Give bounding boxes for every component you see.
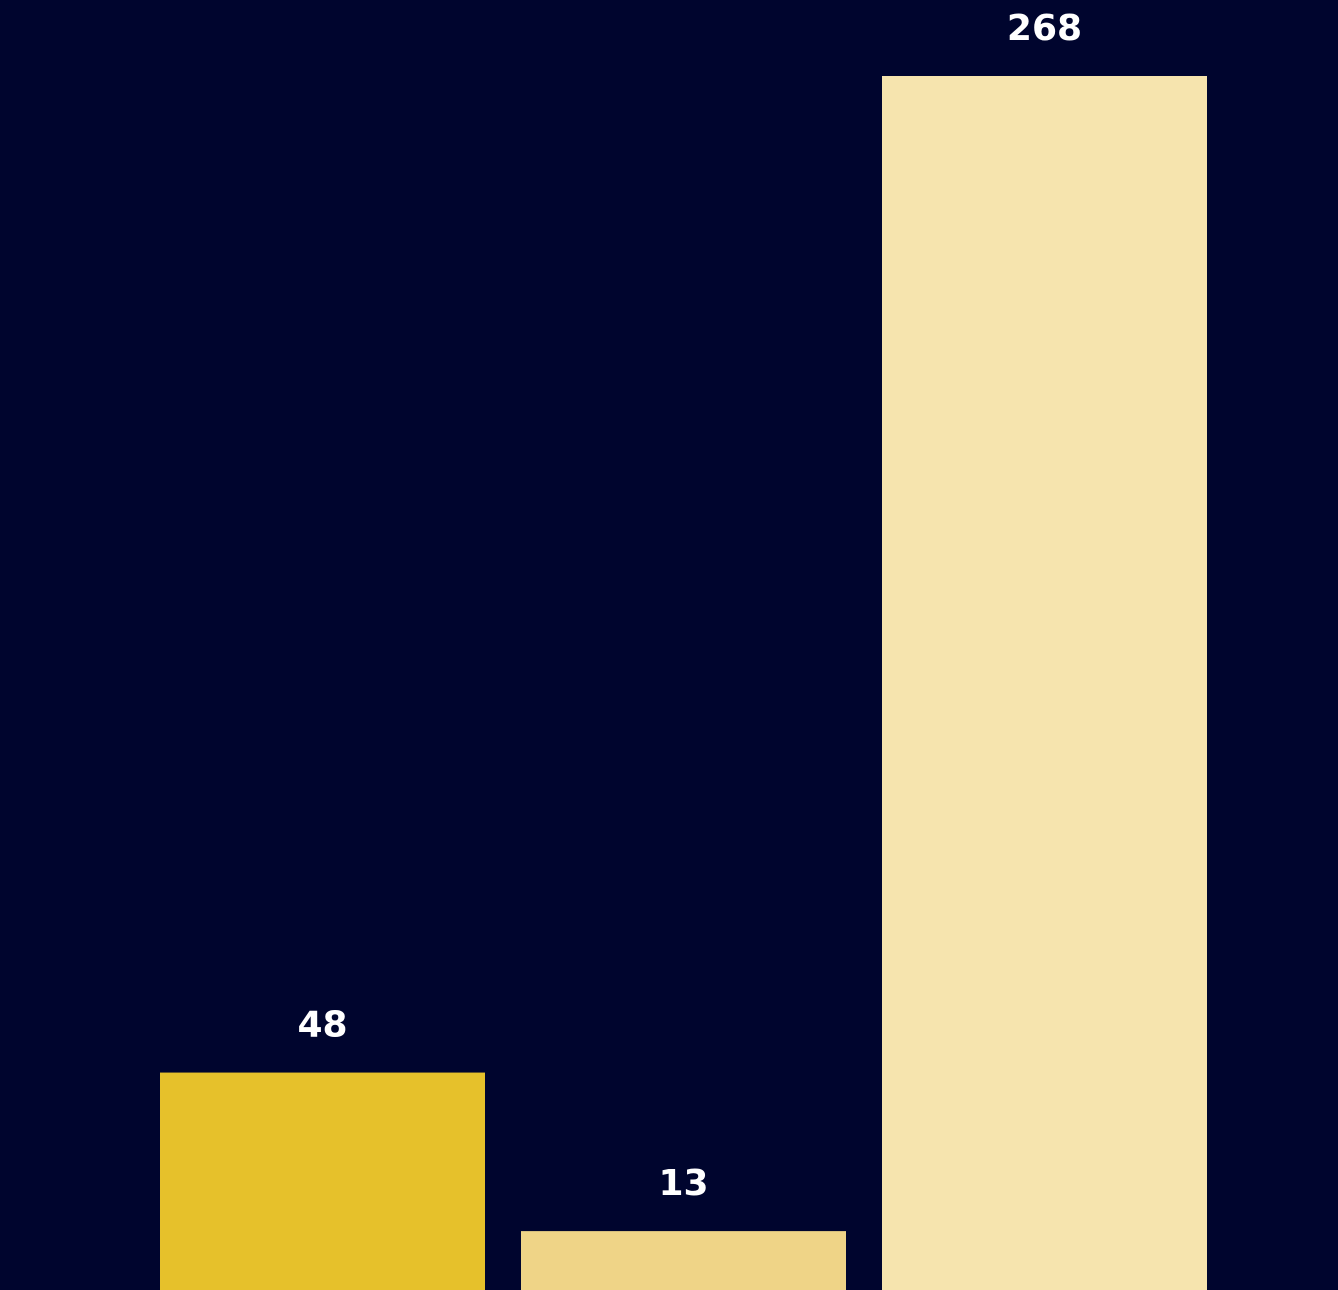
data-labels-layer: 48 13 268 <box>297 8 1082 1204</box>
data-label-3: 268 <box>1007 8 1082 49</box>
data-label-2: 13 <box>658 1163 708 1204</box>
bars-layer <box>160 76 1207 1290</box>
data-label-1: 48 <box>297 1005 347 1046</box>
bar-2 <box>521 1231 846 1290</box>
bar-1 <box>160 1072 485 1290</box>
bar-3 <box>882 76 1207 1290</box>
